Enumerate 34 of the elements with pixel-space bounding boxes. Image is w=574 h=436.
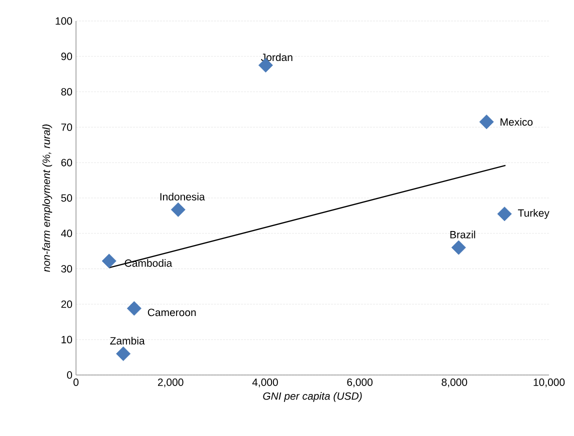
- y-tick-label: 90: [61, 52, 72, 60]
- annotation: Zambia: [110, 336, 145, 345]
- point: [116, 346, 131, 362]
- y-tick-label: 10: [62, 336, 72, 344]
- y-tick-label: 80: [61, 88, 72, 96]
- x-tick-label: 8,000: [442, 378, 468, 388]
- y-tick-label: 20: [61, 300, 72, 308]
- y-tick-label: 40: [61, 230, 72, 238]
- annotation: Indonesia: [160, 192, 205, 200]
- annotation: Cameroon: [148, 308, 196, 316]
- x-tick-label: 2,000: [158, 378, 184, 388]
- x-tick-label: 10,000: [534, 378, 565, 388]
- annotation: Turkey: [518, 209, 550, 219]
- point: [126, 301, 142, 316]
- y-axis-title: non-farm employment (%, rural): [42, 124, 52, 272]
- x-tick-label: 6,000: [347, 378, 373, 388]
- annotation: Mexico: [500, 118, 533, 126]
- x-tick-label: 0: [73, 378, 79, 386]
- x-axis-title: GNI per capita (USD): [263, 392, 362, 402]
- y-tick-label: 0: [67, 371, 72, 379]
- annotation: Cambodia: [124, 259, 172, 267]
- annotation: Brazil: [450, 230, 476, 238]
- y-tick-label: 100: [56, 17, 72, 25]
- y-tick-label: 50: [61, 194, 72, 202]
- x-tick-label: 4,000: [252, 378, 278, 388]
- y-tick-label: 30: [61, 265, 72, 273]
- point: [479, 114, 494, 130]
- point: [451, 240, 466, 255]
- y-tick-label: 70: [61, 123, 72, 131]
- point: [170, 202, 186, 217]
- point: [102, 254, 116, 268]
- y-tick-label: 60: [61, 158, 72, 166]
- annotation: Jordan: [261, 53, 292, 62]
- point: [497, 206, 512, 222]
